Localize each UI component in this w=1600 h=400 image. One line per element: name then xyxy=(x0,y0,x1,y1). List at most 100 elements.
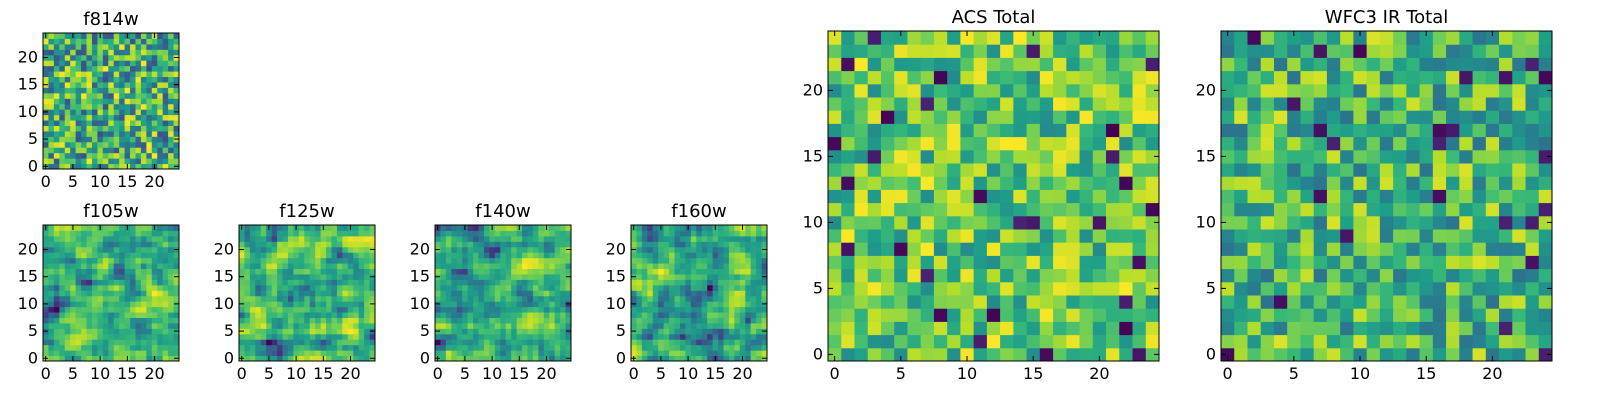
heatmap-cell xyxy=(157,65,164,72)
heatmap-cell xyxy=(685,279,692,286)
heatmap-cell xyxy=(135,60,142,67)
heatmap-cell xyxy=(456,273,463,280)
heatmap-cell xyxy=(336,317,343,324)
heatmap-cell xyxy=(554,235,561,242)
heatmap-cell xyxy=(364,290,371,297)
heatmap-cell xyxy=(75,114,82,121)
heatmap-cell xyxy=(369,225,376,231)
heatmap-cell xyxy=(1013,97,1028,111)
heatmap-cell xyxy=(527,290,534,297)
heatmap-cell xyxy=(756,344,763,351)
heatmap-cell xyxy=(1287,202,1301,217)
heatmap-cell xyxy=(91,306,98,313)
heatmap-cell xyxy=(48,284,55,291)
heatmap-cell xyxy=(53,125,60,132)
heatmap-cell xyxy=(1459,163,1474,177)
heatmap-cell xyxy=(309,306,316,313)
heatmap-cell xyxy=(70,76,77,83)
heatmap-cell xyxy=(135,322,142,329)
heatmap-cell xyxy=(467,257,474,264)
y-tick-label: 20 xyxy=(1196,80,1216,99)
heatmap-cell xyxy=(293,317,300,324)
heatmap-cell xyxy=(841,242,855,256)
heatmap-cell xyxy=(1472,229,1487,243)
heatmap-cell xyxy=(130,344,136,351)
heatmap-cell xyxy=(1340,83,1354,98)
heatmap-cell xyxy=(663,350,670,357)
heatmap-cell xyxy=(124,241,131,248)
heatmap-cell xyxy=(124,114,131,121)
heatmap-cell xyxy=(1472,136,1487,151)
heatmap-cell xyxy=(707,263,714,270)
heatmap-cell xyxy=(1406,189,1421,204)
heatmap-cell xyxy=(64,306,71,313)
heatmap-cell xyxy=(511,333,518,340)
heatmap-cell xyxy=(641,273,648,280)
heatmap-cell xyxy=(467,306,474,313)
heatmap-cell xyxy=(157,33,164,39)
heatmap-cell xyxy=(277,290,284,297)
heatmap-cell xyxy=(718,295,724,302)
heatmap-cell xyxy=(59,92,66,99)
heatmap-cell xyxy=(271,279,278,286)
heatmap-cell xyxy=(86,103,93,110)
heatmap-cell xyxy=(1419,176,1434,190)
heatmap-cell xyxy=(108,103,115,110)
heatmap-cell xyxy=(756,290,763,297)
heatmap-cell xyxy=(560,257,567,264)
heatmap-cell xyxy=(723,263,730,270)
heatmap-cell xyxy=(718,268,724,275)
heatmap-cell xyxy=(739,295,746,302)
heatmap-cell xyxy=(157,322,164,329)
heatmap-cell xyxy=(1287,347,1301,362)
heatmap-cell xyxy=(53,344,60,351)
heatmap-cell xyxy=(467,230,474,237)
heatmap-cell xyxy=(880,334,895,349)
heatmap-cell xyxy=(674,295,681,302)
heatmap-cell xyxy=(451,273,458,280)
heatmap-cell xyxy=(960,189,975,204)
heatmap-cell xyxy=(907,242,922,256)
heatmap-cell xyxy=(64,312,71,318)
heatmap-cell xyxy=(841,176,855,190)
heatmap-cell xyxy=(435,252,441,259)
heatmap-cell xyxy=(920,229,935,243)
heatmap-cell xyxy=(669,290,676,297)
heatmap-cell xyxy=(745,339,752,346)
heatmap-cell xyxy=(1499,97,1513,111)
heatmap-cell xyxy=(146,103,153,110)
heatmap-cell xyxy=(750,225,757,231)
heatmap-cell xyxy=(102,235,109,242)
heatmap-cell xyxy=(75,33,82,39)
heatmap-cell xyxy=(331,322,338,329)
heatmap-cell xyxy=(718,350,724,357)
y-tick-label: 20 xyxy=(18,47,38,66)
heatmap-cell xyxy=(1300,321,1315,336)
heatmap-cell xyxy=(880,176,895,190)
heatmap-cell xyxy=(146,114,153,121)
heatmap-cell xyxy=(271,235,278,242)
heatmap-cell xyxy=(1326,321,1341,336)
heatmap-cell xyxy=(244,257,251,264)
heatmap-cell xyxy=(266,328,273,335)
heatmap-cell xyxy=(64,54,71,61)
heatmap-cell xyxy=(336,252,343,259)
heatmap-cell xyxy=(1106,149,1120,164)
heatmap-cell xyxy=(157,290,164,297)
heatmap-cell xyxy=(168,92,175,99)
heatmap-cell xyxy=(456,317,463,324)
heatmap-cell xyxy=(1326,163,1341,177)
heatmap-cell xyxy=(298,279,305,286)
heatmap-cell xyxy=(712,317,719,324)
heatmap-cell xyxy=(287,279,294,286)
heatmap-cell xyxy=(1459,321,1474,336)
heatmap-cell xyxy=(162,263,169,270)
heatmap-cell xyxy=(701,252,708,259)
heatmap-cell xyxy=(445,268,452,275)
heatmap-cell xyxy=(462,322,469,329)
heatmap-cell xyxy=(146,230,153,237)
heatmap-cell xyxy=(108,322,115,329)
heatmap-cell xyxy=(761,333,768,340)
heatmap-cell xyxy=(669,322,676,329)
heatmap-cell xyxy=(1013,308,1028,322)
